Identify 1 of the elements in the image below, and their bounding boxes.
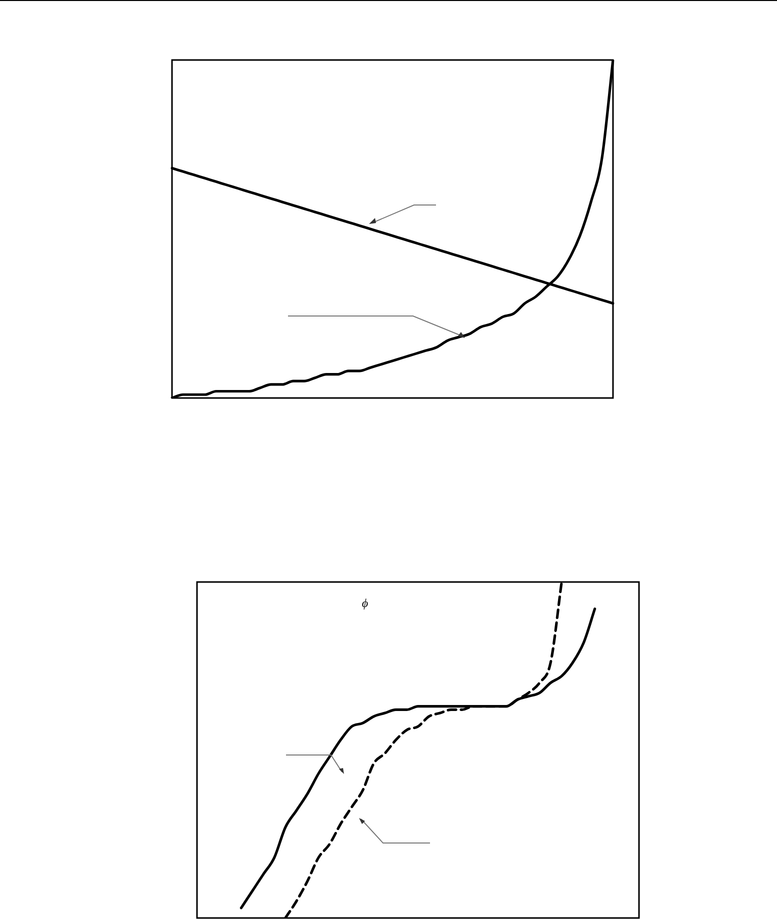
annotation: ϕ [362,596,368,610]
